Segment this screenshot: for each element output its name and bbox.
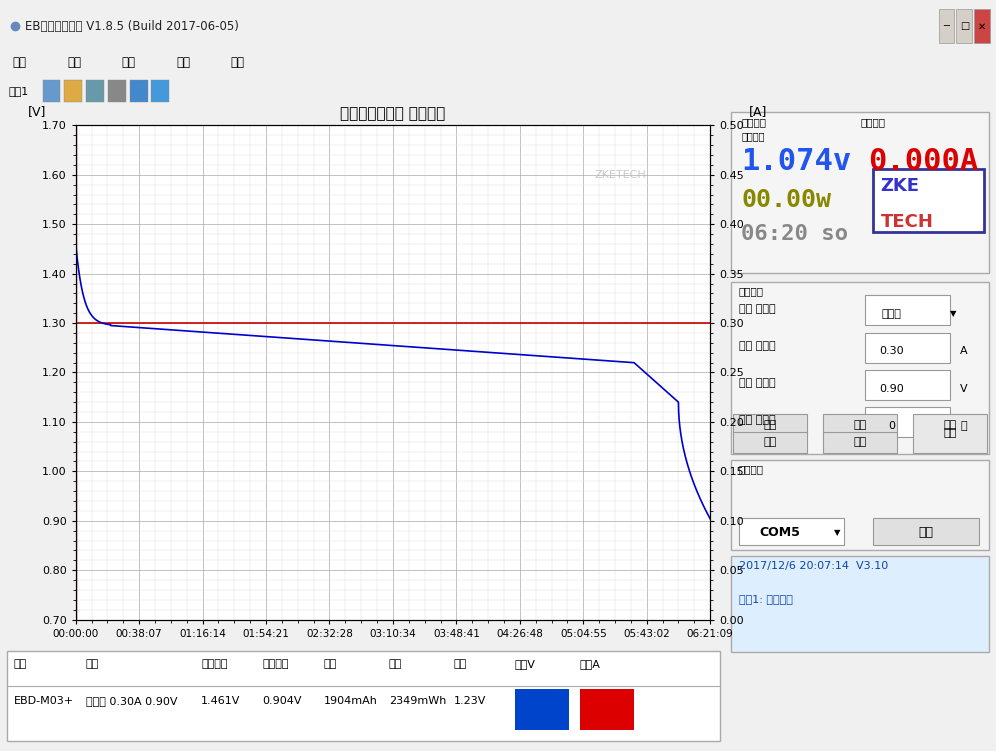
Bar [733, 432, 807, 453]
Text: 2349mWh: 2349mWh [388, 696, 446, 706]
Text: 终止电压: 终止电压 [263, 659, 289, 669]
Bar [65, 80, 83, 102]
Text: 参数设置: 参数设置 [739, 287, 764, 297]
Bar [129, 80, 147, 102]
Bar [873, 169, 984, 232]
Text: 文件: 文件 [13, 56, 27, 69]
Text: 1.23V: 1.23V [454, 696, 486, 706]
Bar [86, 80, 104, 102]
Text: 调整: 调整 [854, 437, 867, 447]
Text: 系统: 系统 [68, 56, 82, 69]
Text: ZKE: ZKE [880, 177, 919, 195]
Text: 0.30: 0.30 [879, 346, 904, 356]
Text: V: V [960, 384, 968, 394]
Text: 0: 0 [888, 421, 895, 431]
Text: 运行 时间：: 运行 时间： [739, 415, 775, 425]
Text: 00.00w: 00.00w [741, 189, 832, 213]
Bar [515, 689, 569, 730]
Text: 运行数据: 运行数据 [741, 131, 765, 141]
Text: 均压: 均压 [454, 659, 467, 669]
Text: ─: ─ [943, 21, 949, 32]
Bar [151, 80, 169, 102]
Bar [866, 295, 950, 325]
Bar [108, 80, 125, 102]
Text: 曲线A: 曲线A [580, 659, 601, 669]
Text: 设定 电流：: 设定 电流： [739, 341, 775, 351]
Text: 分: 分 [960, 421, 967, 431]
Title: 爱乐普充电电池 放电曲线: 爱乐普充电电池 放电曲线 [341, 107, 445, 122]
Text: □: □ [960, 21, 969, 32]
Text: TECH: TECH [880, 213, 933, 231]
Text: 监测: 监测 [943, 420, 956, 430]
Bar [866, 333, 950, 363]
Text: 断开: 断开 [918, 526, 933, 538]
Text: 1.461V: 1.461V [201, 696, 241, 706]
Bar [731, 282, 989, 454]
Text: 模式: 模式 [86, 659, 100, 669]
Text: 继续: 继续 [764, 437, 777, 447]
Text: [A]: [A] [749, 105, 767, 118]
Text: 0.90: 0.90 [879, 384, 904, 394]
Bar [580, 689, 634, 730]
Bar [866, 407, 950, 437]
Text: 恒流放: 恒流放 [881, 309, 901, 319]
Bar [974, 10, 990, 43]
Text: 单次测试: 单次测试 [741, 118, 766, 128]
Text: 0.000A: 0.000A [868, 147, 978, 176]
Text: 容量: 容量 [324, 659, 337, 669]
Text: 曲线V: 曲线V [515, 659, 536, 669]
Text: 串口设置: 串口设置 [739, 464, 764, 474]
Text: 2017/12/6 20:07:14  V3.10: 2017/12/6 20:07:14 V3.10 [739, 561, 887, 572]
Text: ✕: ✕ [978, 21, 986, 32]
Bar [912, 415, 987, 453]
Text: 恒流放 0.30A 0.90V: 恒流放 0.30A 0.90V [86, 696, 177, 706]
Text: 运行 模式：: 运行 模式： [739, 303, 775, 313]
Bar [731, 556, 989, 652]
Text: 1.074v: 1.074v [741, 147, 852, 176]
Text: 启动: 启动 [764, 420, 777, 430]
Text: 设备1: 设备1 [9, 86, 29, 96]
Bar [43, 80, 61, 102]
Text: [V]: [V] [28, 105, 47, 118]
Text: 0.904V: 0.904V [263, 696, 302, 706]
Text: 1904mAh: 1904mAh [324, 696, 377, 706]
Bar [823, 432, 897, 453]
Text: 设置: 设置 [176, 56, 190, 69]
Text: EB测试系统软件 V1.8.5 (Build 2017-06-05): EB测试系统软件 V1.8.5 (Build 2017-06-05) [25, 20, 239, 33]
Bar [733, 415, 807, 435]
Text: EBD-M03+: EBD-M03+ [14, 696, 74, 706]
Text: ▼: ▼ [950, 309, 956, 318]
Text: A: A [960, 346, 968, 356]
Bar [823, 415, 897, 435]
Bar [866, 369, 950, 400]
Text: ZKETECH: ZKETECH [595, 170, 646, 180]
Text: 设备1: 测试停止: 设备1: 测试停止 [739, 594, 793, 604]
Text: 06:20 so: 06:20 so [741, 224, 849, 244]
Bar [938, 10, 954, 43]
Bar [873, 518, 979, 544]
Text: 设备: 设备 [14, 659, 27, 669]
Bar [956, 10, 972, 43]
Text: ▼: ▼ [834, 528, 841, 537]
Text: 起始电压: 起始电压 [201, 659, 228, 669]
Text: 监测: 监测 [943, 429, 956, 439]
Text: 能量: 能量 [388, 659, 402, 669]
Text: 终止 电压：: 终止 电压： [739, 378, 775, 388]
Bar [731, 112, 989, 273]
Bar [739, 518, 845, 544]
Text: COM5: COM5 [760, 526, 801, 538]
Text: 自动测试: 自动测试 [860, 118, 885, 128]
Text: 工具: 工具 [122, 56, 135, 69]
Text: 停止: 停止 [854, 420, 867, 430]
Bar [731, 460, 989, 550]
Text: 帮助: 帮助 [231, 56, 245, 69]
